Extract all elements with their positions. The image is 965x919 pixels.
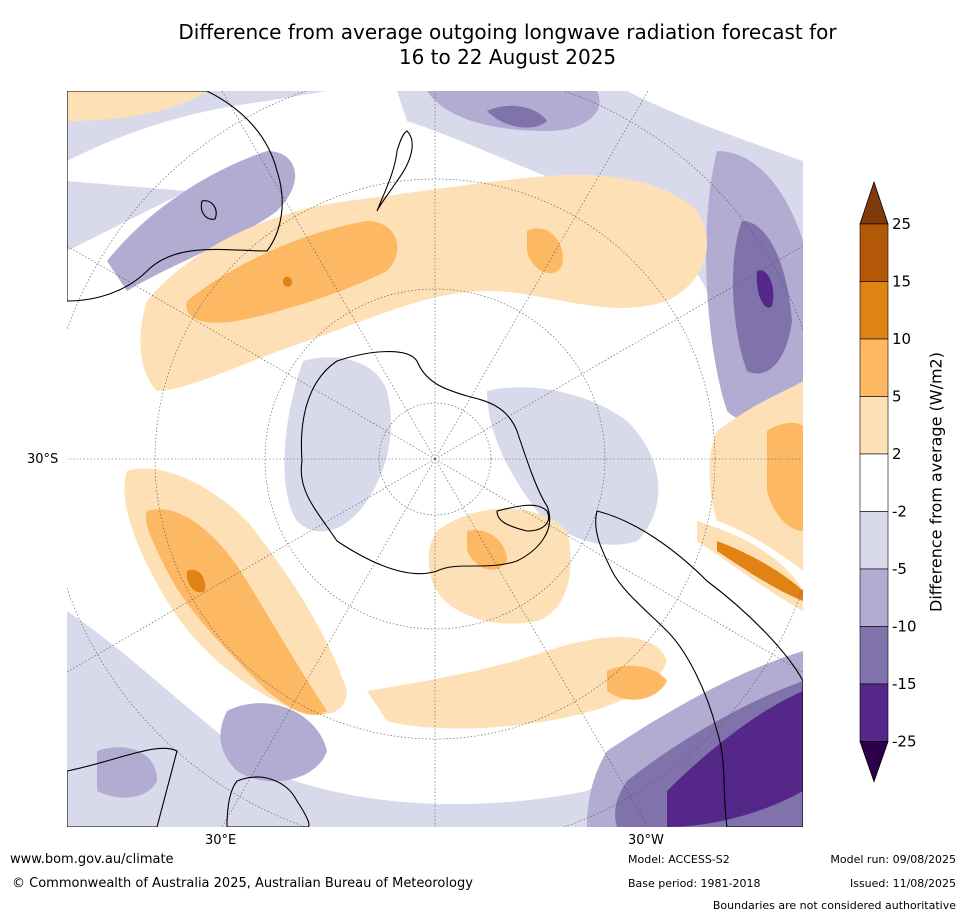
base-period: Base period: 1981-2018 xyxy=(628,877,761,890)
colorbar-label: Difference from average (W/m2) xyxy=(926,352,946,612)
colorbar-band-m10-m5 xyxy=(859,568,889,627)
colorbar-extend-min xyxy=(859,741,889,783)
colorbar-bands xyxy=(859,180,889,783)
colorbar-band-2-5 xyxy=(859,396,889,455)
colorbar-tick-label: 25 xyxy=(892,215,911,233)
colorbar-band-m25-m15 xyxy=(859,683,889,742)
title-line-2: 16 to 22 August 2025 xyxy=(398,45,617,69)
colorbar-tick-label: -15 xyxy=(892,675,917,693)
africa-coast xyxy=(67,747,178,827)
antarctica-coast xyxy=(300,351,551,575)
model-name: Model: ACCESS-S2 xyxy=(628,853,730,866)
colorbar-band-m5-m2 xyxy=(859,511,889,570)
issued-date: Issued: 11/08/2025 xyxy=(849,877,956,890)
anomaly-deep-purple xyxy=(667,270,803,827)
colorbar-tick-label: 2 xyxy=(892,445,902,463)
disclaimer: Boundaries are not considered authoritat… xyxy=(712,899,956,912)
lon-label-30w: 30°W xyxy=(628,833,664,848)
colorbar-tick-label: -10 xyxy=(892,618,917,636)
colorbar-tick-label: 10 xyxy=(892,330,911,348)
colorbar-band-15-25 xyxy=(859,223,889,282)
colorbar-tick-label: 15 xyxy=(892,273,911,291)
map-title: Difference from average outgoing longwav… xyxy=(0,20,965,70)
colorbar-tick-label: -2 xyxy=(892,503,907,521)
colorbar-band-neutral xyxy=(859,453,889,512)
tasmania-coast xyxy=(200,200,217,220)
polar-map xyxy=(67,91,803,827)
antarctic-peninsula-coast xyxy=(496,504,550,532)
south-america-coast xyxy=(595,510,803,827)
colorbar-tick-label: 5 xyxy=(892,388,902,406)
colorbar-tick-label: -25 xyxy=(892,733,917,751)
anomaly-dark-orange xyxy=(186,276,803,601)
colorbar-band-10-15 xyxy=(859,281,889,340)
colorbar-tick-labels: 25 15 10 5 2 -2 -5 -10 -15 -25 xyxy=(892,215,917,751)
anomaly-medium-orange xyxy=(145,221,803,715)
colorbar-extend-max xyxy=(859,180,889,225)
lat-label-30s: 30°S xyxy=(27,452,59,467)
copyright: © Commonwealth of Australia 2025, Austra… xyxy=(12,876,473,891)
new-zealand-coast xyxy=(376,130,413,212)
coastlines xyxy=(67,91,803,827)
colorbar: 25 15 10 5 2 -2 -5 -10 -15 -25 xyxy=(859,180,917,783)
colorbar-band-m15-m10 xyxy=(859,626,889,685)
website: www.bom.gov.au/climate xyxy=(10,852,174,867)
colorbar-band-5-10 xyxy=(859,338,889,397)
madagascar-coast xyxy=(226,776,310,827)
lon-label-30e: 30°E xyxy=(205,833,237,848)
colorbar-tick-label: -5 xyxy=(892,560,907,578)
title-line-1: Difference from average outgoing longwav… xyxy=(178,20,837,44)
australia-coast xyxy=(67,91,283,302)
model-run: Model run: 09/08/2025 xyxy=(830,853,956,866)
graticule xyxy=(67,91,803,827)
